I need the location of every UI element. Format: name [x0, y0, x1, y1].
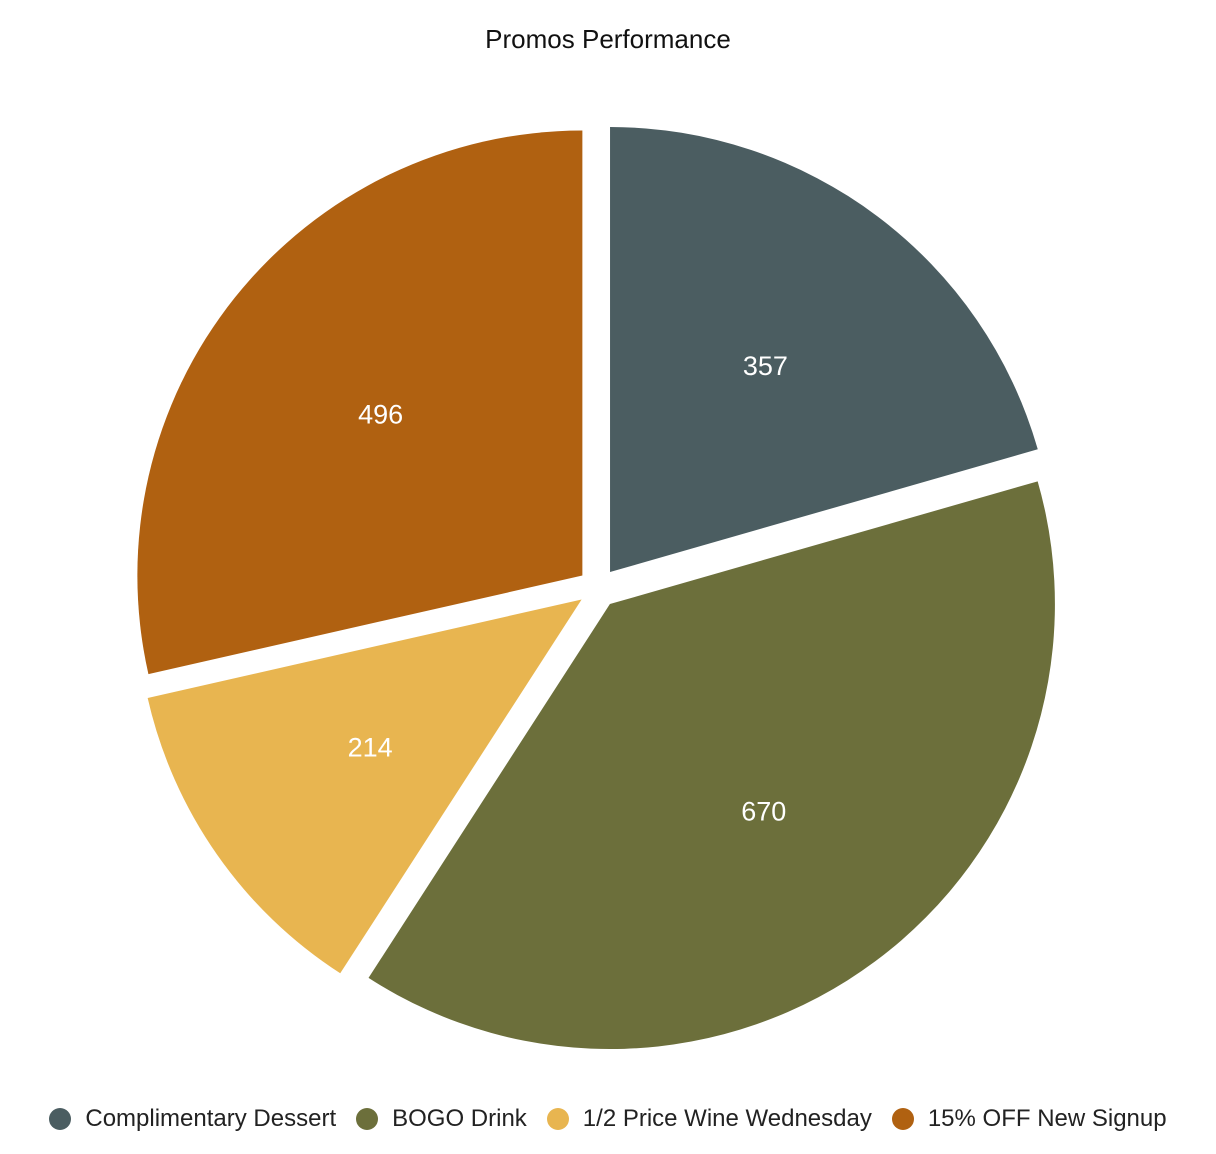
legend-swatch-icon: [49, 1108, 72, 1130]
legend-label: 1/2 Price Wine Wednesday: [582, 1105, 872, 1132]
pie-slices: [137, 127, 1055, 1050]
data-label-15-off-new-signup: 496: [358, 399, 403, 429]
data-label-bogo-drink: 670: [741, 796, 786, 826]
chart-title: Promos Performance: [485, 24, 731, 54]
legend-label: Complimentary Dessert: [85, 1105, 337, 1132]
data-label-1-2-price-wine-wednesday: 214: [348, 732, 393, 762]
legend-swatch-icon: [891, 1108, 914, 1130]
legend-item-1-2-price-wine-wednesday[interactable]: 1/2 Price Wine Wednesday: [546, 1105, 872, 1133]
pie-slice-1-2-price-wine-wednesday[interactable]: [147, 599, 582, 974]
legend-swatch-icon: [356, 1108, 379, 1130]
data-label-complimentary-dessert: 357: [743, 351, 788, 381]
legend-swatch-icon: [546, 1108, 569, 1130]
pie-slice-bogo-drink[interactable]: [368, 481, 1055, 1050]
pie-data-labels: 357 670 214 496: [348, 351, 788, 826]
pie-slice-15-off-new-signup[interactable]: [137, 130, 583, 675]
legend-label: BOGO Drink: [392, 1105, 527, 1132]
legend-item-complimentary-dessert[interactable]: Complimentary Dessert: [49, 1105, 336, 1133]
legend-item-15-off-new-signup[interactable]: 15% OFF New Signup: [891, 1105, 1167, 1133]
legend-label: 15% OFF New Signup: [927, 1105, 1167, 1132]
legend-item-bogo-drink[interactable]: BOGO Drink: [356, 1105, 527, 1133]
pie-slice-complimentary-dessert[interactable]: [610, 127, 1038, 573]
chart-legend: Complimentary Dessert BOGO Drink 1/2 Price…: [0, 1101, 1216, 1137]
